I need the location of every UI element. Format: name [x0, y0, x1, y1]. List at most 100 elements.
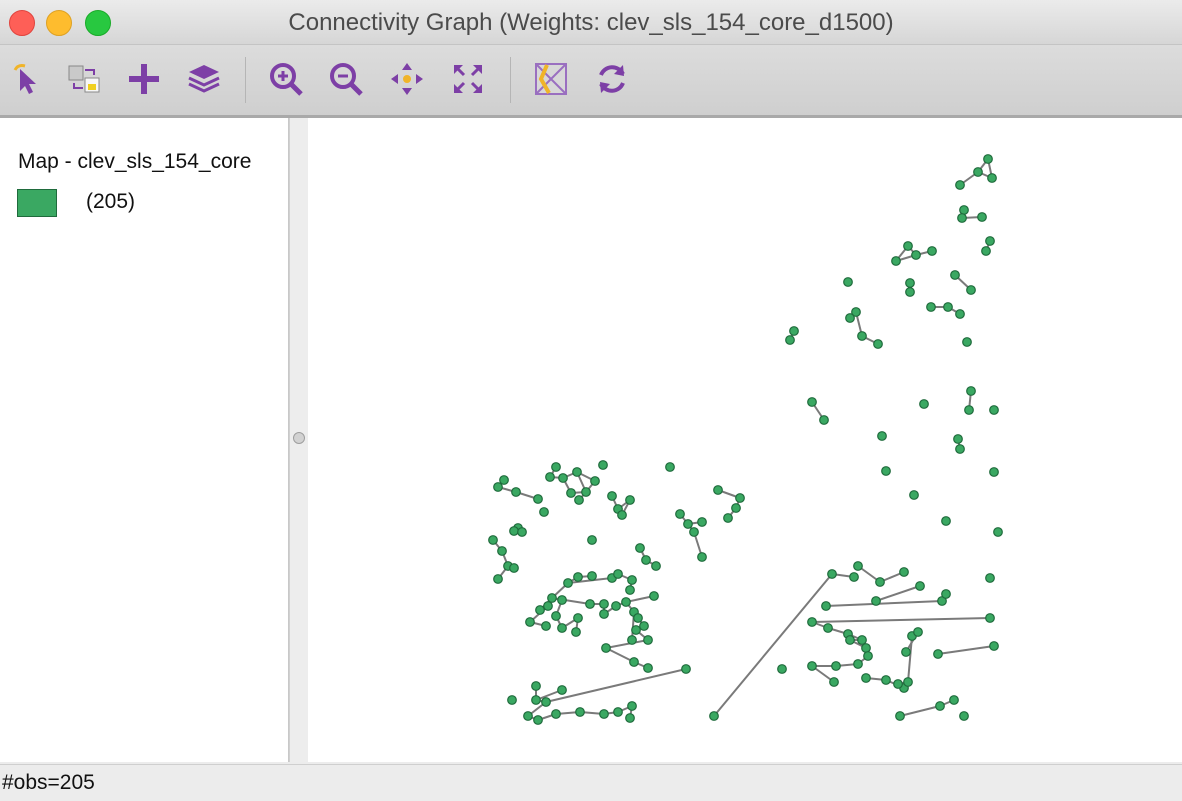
- observation-point[interactable]: [983, 154, 993, 164]
- observation-point[interactable]: [827, 569, 837, 579]
- observation-point[interactable]: [573, 572, 583, 582]
- observation-point[interactable]: [525, 617, 535, 627]
- observation-point[interactable]: [985, 573, 995, 583]
- observation-point[interactable]: [689, 527, 699, 537]
- observation-point[interactable]: [831, 661, 841, 671]
- observation-point[interactable]: [950, 270, 960, 280]
- observation-point[interactable]: [581, 487, 591, 497]
- observation-point[interactable]: [531, 681, 541, 691]
- observation-point[interactable]: [989, 641, 999, 651]
- observation-point[interactable]: [875, 577, 885, 587]
- observation-point[interactable]: [853, 561, 863, 571]
- observation-point[interactable]: [959, 205, 969, 215]
- observation-point[interactable]: [881, 466, 891, 476]
- add-layer-button[interactable]: [126, 61, 162, 97]
- observation-point[interactable]: [957, 213, 967, 223]
- observation-point[interactable]: [571, 627, 581, 637]
- observation-point[interactable]: [517, 527, 527, 537]
- observation-point[interactable]: [873, 339, 883, 349]
- observation-point[interactable]: [523, 711, 533, 721]
- observation-point[interactable]: [964, 405, 974, 415]
- observation-point[interactable]: [901, 647, 911, 657]
- observation-point[interactable]: [572, 467, 582, 477]
- observation-point[interactable]: [641, 555, 651, 565]
- observation-point[interactable]: [697, 552, 707, 562]
- observation-point[interactable]: [621, 597, 631, 607]
- observation-point[interactable]: [913, 627, 923, 637]
- observation-point[interactable]: [493, 482, 503, 492]
- observation-point[interactable]: [635, 543, 645, 553]
- selection-mode-button[interactable]: [66, 61, 102, 97]
- observation-point[interactable]: [599, 609, 609, 619]
- observation-point[interactable]: [857, 635, 867, 645]
- observation-point[interactable]: [499, 475, 509, 485]
- observation-point[interactable]: [599, 709, 609, 719]
- observation-point[interactable]: [849, 572, 859, 582]
- observation-point[interactable]: [941, 589, 951, 599]
- observation-point[interactable]: [845, 313, 855, 323]
- observation-point[interactable]: [985, 613, 995, 623]
- observation-point[interactable]: [977, 212, 987, 222]
- observation-point[interactable]: [590, 476, 600, 486]
- observation-point[interactable]: [633, 613, 643, 623]
- observation-point[interactable]: [574, 495, 584, 505]
- legend-swatch[interactable]: [17, 189, 57, 217]
- observation-point[interactable]: [493, 574, 503, 584]
- observation-point[interactable]: [845, 635, 855, 645]
- observation-point[interactable]: [955, 180, 965, 190]
- observation-point[interactable]: [959, 711, 969, 721]
- observation-point[interactable]: [709, 711, 719, 721]
- observation-point[interactable]: [985, 236, 995, 246]
- observation-point[interactable]: [541, 621, 551, 631]
- observation-point[interactable]: [631, 625, 641, 635]
- observation-point[interactable]: [987, 173, 997, 183]
- minimize-window-button[interactable]: [46, 10, 72, 36]
- observation-point[interactable]: [611, 601, 621, 611]
- observation-point[interactable]: [807, 661, 817, 671]
- observation-point[interactable]: [625, 495, 635, 505]
- observation-point[interactable]: [511, 487, 521, 497]
- pan-button[interactable]: [389, 61, 425, 97]
- observation-point[interactable]: [629, 657, 639, 667]
- observation-point[interactable]: [903, 677, 913, 687]
- observation-point[interactable]: [617, 510, 627, 520]
- observation-point[interactable]: [575, 707, 585, 717]
- observation-point[interactable]: [851, 307, 861, 317]
- zoom-in-button[interactable]: [268, 61, 304, 97]
- observation-point[interactable]: [723, 513, 733, 523]
- observation-point[interactable]: [926, 302, 936, 312]
- observation-point[interactable]: [665, 462, 675, 472]
- observation-point[interactable]: [807, 617, 817, 627]
- splitter-grip-icon[interactable]: [293, 432, 305, 444]
- observation-point[interactable]: [853, 659, 863, 669]
- observation-point[interactable]: [649, 591, 659, 601]
- refresh-button[interactable]: [594, 61, 630, 97]
- observation-point[interactable]: [509, 526, 519, 536]
- observation-point[interactable]: [895, 711, 905, 721]
- observation-point[interactable]: [651, 561, 661, 571]
- observation-point[interactable]: [681, 664, 691, 674]
- observation-point[interactable]: [819, 415, 829, 425]
- observation-point[interactable]: [573, 613, 583, 623]
- observation-point[interactable]: [909, 490, 919, 500]
- layers-button[interactable]: [186, 61, 222, 97]
- observation-point[interactable]: [531, 695, 541, 705]
- observation-point[interactable]: [861, 643, 871, 653]
- observation-point[interactable]: [891, 256, 901, 266]
- observation-point[interactable]: [777, 664, 787, 674]
- full-extent-button[interactable]: [450, 61, 486, 97]
- observation-point[interactable]: [509, 563, 519, 573]
- observation-point[interactable]: [993, 527, 1003, 537]
- observation-point[interactable]: [627, 575, 637, 585]
- observation-point[interactable]: [533, 494, 543, 504]
- observation-point[interactable]: [563, 578, 573, 588]
- observation-point[interactable]: [551, 709, 561, 719]
- zoom-out-button[interactable]: [328, 61, 364, 97]
- observation-point[interactable]: [973, 167, 983, 177]
- observation-point[interactable]: [962, 337, 972, 347]
- observation-point[interactable]: [713, 485, 723, 495]
- observation-point[interactable]: [903, 241, 913, 251]
- observation-point[interactable]: [899, 567, 909, 577]
- observation-point[interactable]: [731, 503, 741, 513]
- observation-point[interactable]: [785, 335, 795, 345]
